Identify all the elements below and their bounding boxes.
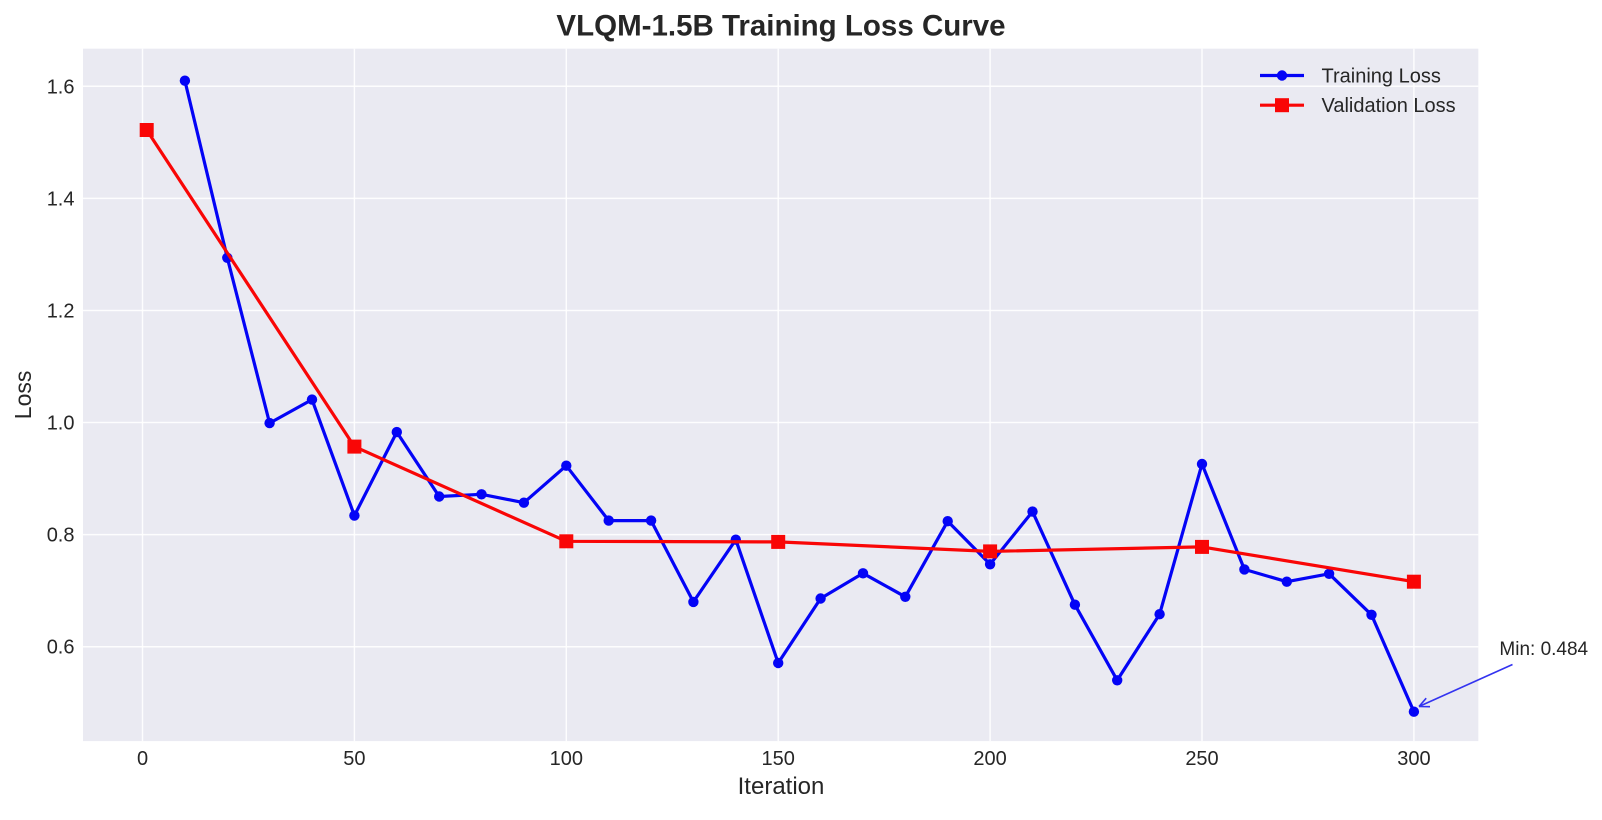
svg-text:Min: 0.484: Min: 0.484 <box>1499 639 1588 660</box>
svg-text:Validation Loss: Validation Loss <box>1322 95 1456 117</box>
svg-text:Iteration: Iteration <box>738 773 825 800</box>
svg-text:250: 250 <box>1185 748 1218 770</box>
svg-text:50: 50 <box>343 748 365 770</box>
svg-text:200: 200 <box>973 748 1006 770</box>
svg-text:100: 100 <box>550 748 583 770</box>
svg-text:1.6: 1.6 <box>47 76 75 98</box>
svg-text:150: 150 <box>762 748 795 770</box>
svg-text:1.0: 1.0 <box>47 413 75 435</box>
svg-text:1.4: 1.4 <box>47 188 75 210</box>
svg-text:1.2: 1.2 <box>47 301 75 323</box>
svg-text:300: 300 <box>1397 748 1430 770</box>
svg-text:VLQM-1.5B Training Loss Curve: VLQM-1.5B Training Loss Curve <box>556 10 1005 43</box>
svg-text:0.8: 0.8 <box>47 525 75 547</box>
svg-text:Loss: Loss <box>10 371 36 420</box>
svg-text:0: 0 <box>137 748 148 770</box>
svg-text:0.6: 0.6 <box>47 637 75 659</box>
svg-text:Training Loss: Training Loss <box>1322 66 1441 88</box>
